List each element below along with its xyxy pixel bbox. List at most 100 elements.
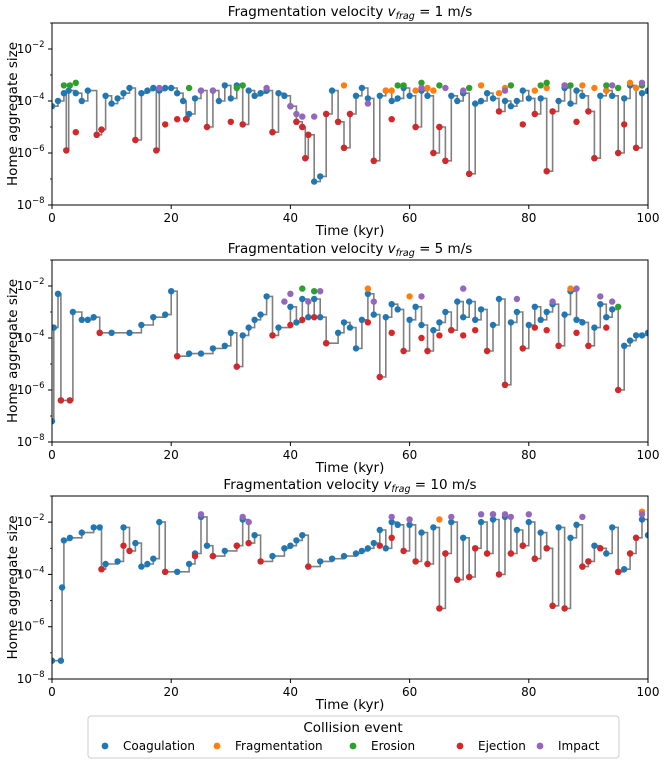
coagulation-point [573, 87, 580, 94]
coagulation-point [311, 178, 318, 185]
coagulation-point [489, 516, 497, 523]
imp-event-point [287, 103, 294, 110]
ejec-event-point [531, 324, 538, 331]
coagulation-point [388, 301, 395, 308]
ejec-event-point [626, 550, 634, 557]
coagulation-point [472, 100, 479, 107]
legend-marker [213, 742, 221, 750]
coagulation-point [370, 311, 377, 318]
ejec-event-point [507, 550, 515, 557]
coagulation-point [209, 345, 217, 352]
x-tick-label: 40 [283, 448, 298, 462]
ejec-event-point [239, 121, 246, 128]
imp-event-point [239, 513, 246, 521]
coagulation-point [442, 308, 449, 316]
legend-marker [536, 742, 544, 750]
imp-event-point [156, 84, 163, 92]
coagulation-point [644, 532, 648, 539]
coagulation-point [406, 521, 413, 528]
coagulation-point [513, 526, 521, 534]
ejec-event-point [323, 110, 330, 118]
legend-item-coag: Coagulation [101, 739, 195, 753]
panel-2: Fragmentation velocity vfrag = 5 m/s 0 20 4… [5, 241, 659, 476]
x-tick-label: 0 [48, 448, 56, 462]
coagulation-point [573, 316, 580, 323]
ejec-event-point [132, 136, 139, 144]
coagulation-point [513, 97, 521, 105]
y-tick-label: 10 [17, 435, 32, 449]
ejec-event-point [472, 545, 479, 552]
ejec-event-point [66, 397, 74, 404]
coagulation-point [120, 90, 127, 97]
title-tail: = 5 m/s [415, 241, 473, 257]
coagulation-point [579, 319, 586, 326]
coagulation-point [78, 529, 86, 536]
ejec-event-point [472, 327, 479, 334]
x-axis-label: Time (kyr) [315, 697, 385, 713]
coagulation-point [197, 350, 205, 357]
frag-event-point [591, 84, 598, 92]
eros-event-point [436, 82, 443, 89]
ejec-event-point [412, 123, 419, 131]
coagulation-point [340, 319, 348, 326]
eros-event-point [537, 82, 544, 89]
coagulation-point [382, 314, 389, 321]
coagulation-point [215, 97, 223, 105]
coagulation-point [144, 560, 151, 568]
y-tick-exponent: −6 [32, 144, 45, 154]
legend-label: Coagulation [123, 739, 195, 753]
legend-label: Impact [558, 739, 600, 753]
eros-event-point [400, 82, 407, 89]
ejec-event-point [555, 342, 562, 349]
coagulation-point [632, 332, 640, 339]
coagulation-point [483, 90, 491, 97]
ejec-event-point [591, 155, 598, 162]
ejec-event-point [245, 539, 252, 547]
y-tick-label: 10 [17, 331, 32, 345]
y-tick-label: 10 [17, 279, 32, 293]
coagulation-point [430, 524, 437, 531]
legend-item-frag: Fragmentation [213, 739, 323, 753]
frag-event-point [412, 87, 419, 94]
ejec-event-point [191, 552, 199, 560]
coagulation-point [507, 103, 515, 110]
x-tick-label: 60 [402, 685, 417, 699]
coagulation-point [185, 350, 193, 357]
frag-event-point [567, 285, 574, 292]
title-var: v [383, 477, 392, 493]
imp-event-point [418, 84, 425, 92]
ejec-event-point [585, 558, 592, 565]
coagulation-point [52, 418, 56, 425]
ejec-event-point [311, 314, 318, 321]
ejec-event-point [448, 327, 455, 334]
y-tick-label: 10 [17, 515, 32, 529]
coagulation-point [621, 95, 628, 102]
eros-event-point [72, 79, 80, 87]
y-tick-label: 10 [17, 567, 32, 581]
ejec-event-point [460, 332, 467, 339]
coagulation-point [317, 173, 324, 180]
coagulation-point [174, 90, 181, 97]
ejec-event-point [203, 123, 211, 131]
coagulation-point [525, 95, 532, 102]
coagulation-point [621, 342, 628, 349]
coagulation-point [436, 319, 443, 326]
coagulation-point [102, 92, 109, 100]
imp-event-point [460, 87, 467, 94]
coagulation-point [57, 657, 65, 664]
coagulation-point [126, 84, 133, 92]
coagulation-point [603, 314, 610, 321]
coagulation-point [299, 295, 306, 303]
frag-event-point [477, 82, 485, 89]
x-tick-label: 0 [48, 211, 56, 225]
coagulation-point [597, 92, 604, 100]
coagulation-point [269, 552, 276, 560]
coagulation-point [305, 314, 312, 321]
x-tick-label: 20 [164, 685, 179, 699]
coagulation-point [328, 555, 336, 562]
plot-frame [51, 495, 649, 680]
coagulation-point [352, 345, 360, 352]
imp-event-point [197, 511, 205, 518]
panel-3: Fragmentation velocity vfrag = 10 m/s 0 20… [5, 477, 659, 713]
x-tick-label: 20 [164, 211, 179, 225]
